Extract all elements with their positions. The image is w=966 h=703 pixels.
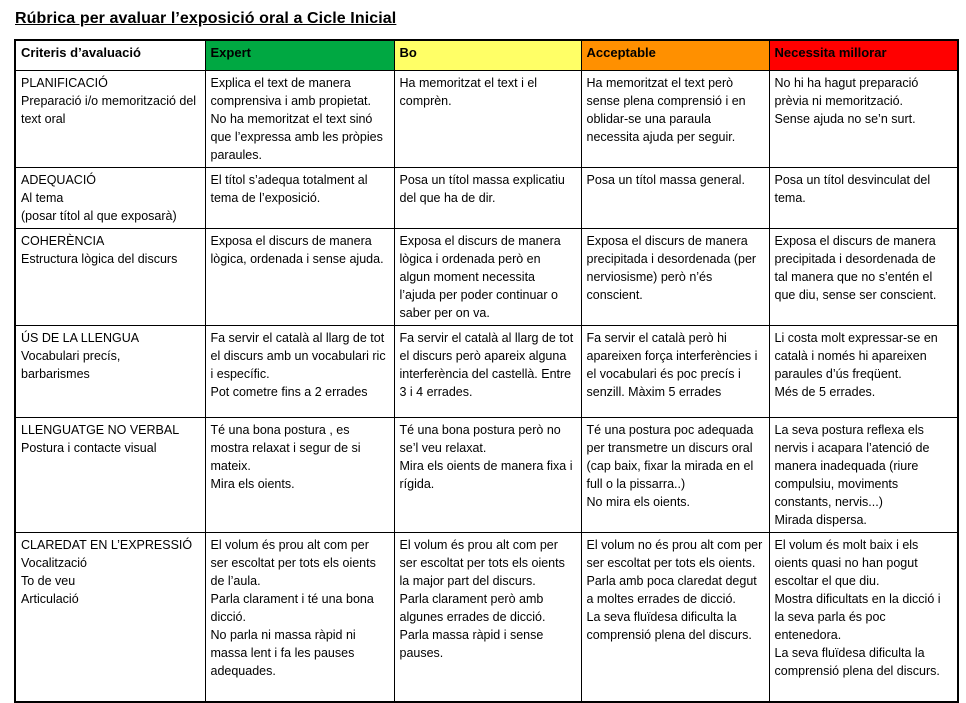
table-row-adequacio: ADEQUACIÓ Al tema (posar títol al que ex…	[14, 166, 959, 229]
rubric-table: Criteris d’avaluació Expert Bo Acceptabl…	[14, 39, 959, 703]
expert-cell: Fa servir el català al llarg de tot el d…	[204, 324, 395, 418]
necessita-millorar-cell: No hi ha hagut preparació prèvia ni memo…	[768, 69, 959, 168]
bo-cell: Exposa el discurs de manera lògica i ord…	[393, 227, 582, 326]
expert-cell: El volum és prou alt com per ser escolta…	[204, 531, 395, 703]
necessita-millorar-cell: El volum és molt baix i els oients quasi…	[768, 531, 959, 703]
criteria-cell: CLAREDAT EN L’EXPRESSIÓ Vocalització To …	[14, 531, 206, 703]
table-row-llenguatge-no-verbal: LLENGUATGE NO VERBAL Postura i contacte …	[14, 416, 959, 533]
criteria-cell: LLENGUATGE NO VERBAL Postura i contacte …	[14, 416, 206, 533]
column-header-acceptable: Acceptable	[580, 39, 770, 71]
necessita-millorar-cell: Posa un títol desvinculat del tema.	[768, 166, 959, 229]
table-row-planificacio: PLANIFICACIÓ Preparació i/o memorització…	[14, 69, 959, 168]
bo-cell: Posa un títol massa explicatiu del que h…	[393, 166, 582, 229]
criteria-cell: COHERÈNCIA Estructura lògica del discurs	[14, 227, 206, 326]
table-row-coherencia: COHERÈNCIA Estructura lògica del discurs…	[14, 227, 959, 326]
bo-cell: Té una bona postura però no se’l veu rel…	[393, 416, 582, 533]
criteria-cell: PLANIFICACIÓ Preparació i/o memorització…	[14, 69, 206, 168]
bo-cell: Ha memoritzat el text i el comprèn.	[393, 69, 582, 168]
column-header-necessita-millorar: Necessita millorar	[768, 39, 959, 71]
page-title: Rúbrica per avaluar l’exposició oral a C…	[15, 10, 397, 27]
column-header-criteris: Criteris d’avaluació	[14, 39, 206, 71]
acceptable-cell: Té una postura poc adequada per transmet…	[580, 416, 770, 533]
bo-cell: Fa servir el català al llarg de tot el d…	[393, 324, 582, 418]
header-row: Criteris d’avaluació Expert Bo Acceptabl…	[14, 39, 959, 71]
table-row-claredat-en-l-expressio: CLAREDAT EN L’EXPRESSIÓ Vocalització To …	[14, 531, 959, 703]
table-row-us-de-la-llengua: ÚS DE LA LLENGUA Vocabulari precís, barb…	[14, 324, 959, 418]
expert-cell: Té una bona postura , es mostra relaxat …	[204, 416, 395, 533]
acceptable-cell: Ha memoritzat el text però sense plena c…	[580, 69, 770, 168]
criteria-cell: ADEQUACIÓ Al tema (posar títol al que ex…	[14, 166, 206, 229]
bo-cell: El volum és prou alt com per ser escolta…	[393, 531, 582, 703]
necessita-millorar-cell: Exposa el discurs de manera precipitada …	[768, 227, 959, 326]
acceptable-cell: Posa un títol massa general.	[580, 166, 770, 229]
column-header-bo: Bo	[393, 39, 582, 71]
acceptable-cell: El volum no és prou alt com per ser esco…	[580, 531, 770, 703]
criteria-cell: ÚS DE LA LLENGUA Vocabulari precís, barb…	[14, 324, 206, 418]
document-page: Rúbrica per avaluar l’exposició oral a C…	[14, 10, 959, 703]
column-header-expert: Expert	[204, 39, 395, 71]
acceptable-cell: Fa servir el català però hi apareixen fo…	[580, 324, 770, 418]
acceptable-cell: Exposa el discurs de manera precipitada …	[580, 227, 770, 326]
necessita-millorar-cell: La seva postura reflexa els nervis i aca…	[768, 416, 959, 533]
expert-cell: Exposa el discurs de manera lògica, orde…	[204, 227, 395, 326]
necessita-millorar-cell: Li costa molt expressar-se en català i n…	[768, 324, 959, 418]
expert-cell: El títol s’adequa totalment al tema de l…	[204, 166, 395, 229]
expert-cell: Explica el text de manera comprensiva i …	[204, 69, 395, 168]
